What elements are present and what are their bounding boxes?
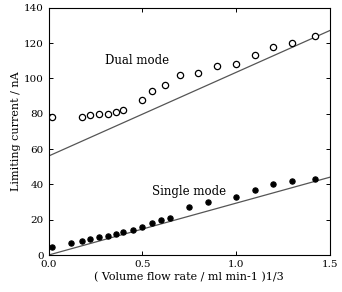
Text: Single mode: Single mode	[152, 185, 226, 198]
X-axis label: ( Volume flow rate / ml min-1 )1/3: ( Volume flow rate / ml min-1 )1/3	[94, 272, 284, 282]
Text: Dual mode: Dual mode	[105, 54, 169, 67]
Y-axis label: Limiting current / nA: Limiting current / nA	[11, 72, 21, 191]
